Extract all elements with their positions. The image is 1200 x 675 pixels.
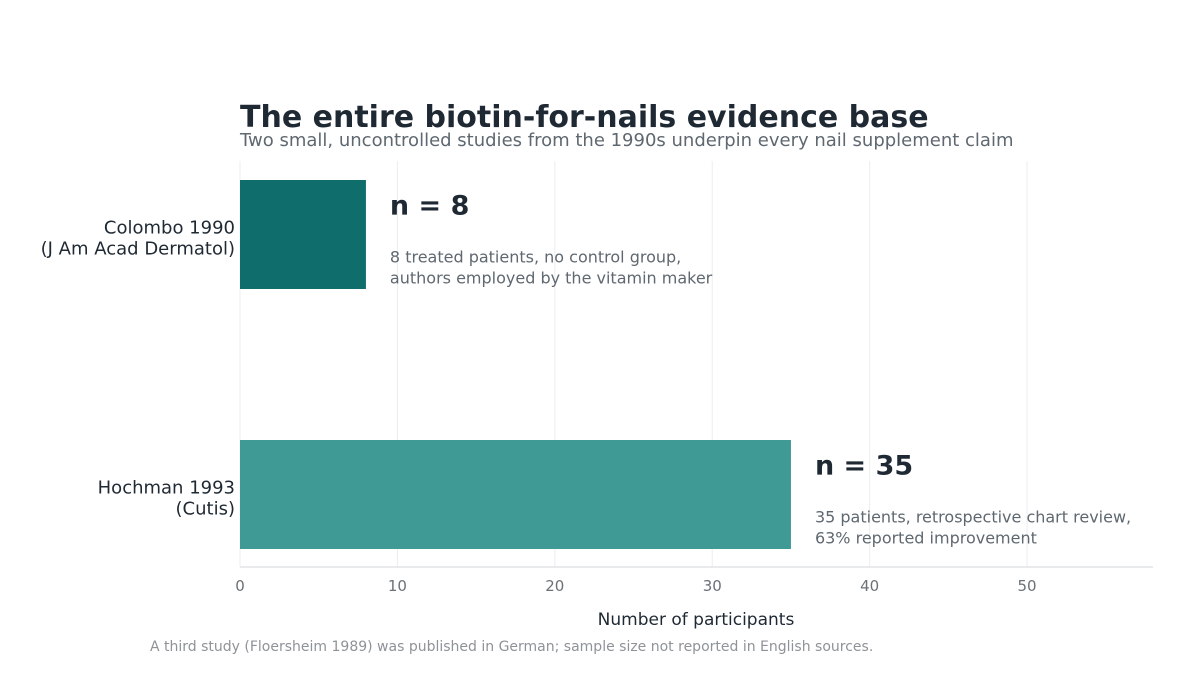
bar-1 <box>240 180 366 289</box>
x-axis-label: Number of participants <box>598 610 795 630</box>
category-label-2-line-1: Hochman 1993 <box>98 478 235 499</box>
annotations: n = 8 8 treated patients, no control grou… <box>390 191 1131 548</box>
bar-note-2-line-2: 63% reported improvement <box>815 529 1037 548</box>
bar-2 <box>240 440 791 549</box>
x-tick-label-10: 10 <box>388 577 407 595</box>
x-tick-label-0: 0 <box>235 577 245 595</box>
bar-note-2-line-1: 35 patients, retrospective chart review, <box>815 508 1131 527</box>
value-label-1: n = 8 <box>390 191 469 222</box>
value-label-2: n = 35 <box>815 451 913 482</box>
x-tick-labels: 0 10 20 30 40 50 <box>235 577 1036 595</box>
bar-note-1-line-2: authors employed by the vitamin maker <box>390 269 713 288</box>
chart-title: The entire biotin-for-nails evidence bas… <box>240 100 929 135</box>
x-tick-label-30: 30 <box>703 577 722 595</box>
category-labels: Colombo 1990(J Am Acad Dermatol) Hochman … <box>41 218 235 520</box>
x-tick-label-20: 20 <box>545 577 564 595</box>
category-label-1-line-2: (J Am Acad Dermatol) <box>41 239 235 260</box>
category-label-2-line-2: (Cutis) <box>176 499 235 520</box>
bar-note-1-line-1: 8 treated patients, no control group, <box>390 248 681 267</box>
x-tick-label-40: 40 <box>860 577 879 595</box>
footnote: A third study (Floersheim 1989) was publ… <box>150 639 873 655</box>
chart-subtitle: Two small, uncontrolled studies from the… <box>239 130 1014 151</box>
x-tick-label-50: 50 <box>1018 577 1037 595</box>
category-label-1-line-1: Colombo 1990 <box>104 218 235 239</box>
bars <box>240 180 791 549</box>
